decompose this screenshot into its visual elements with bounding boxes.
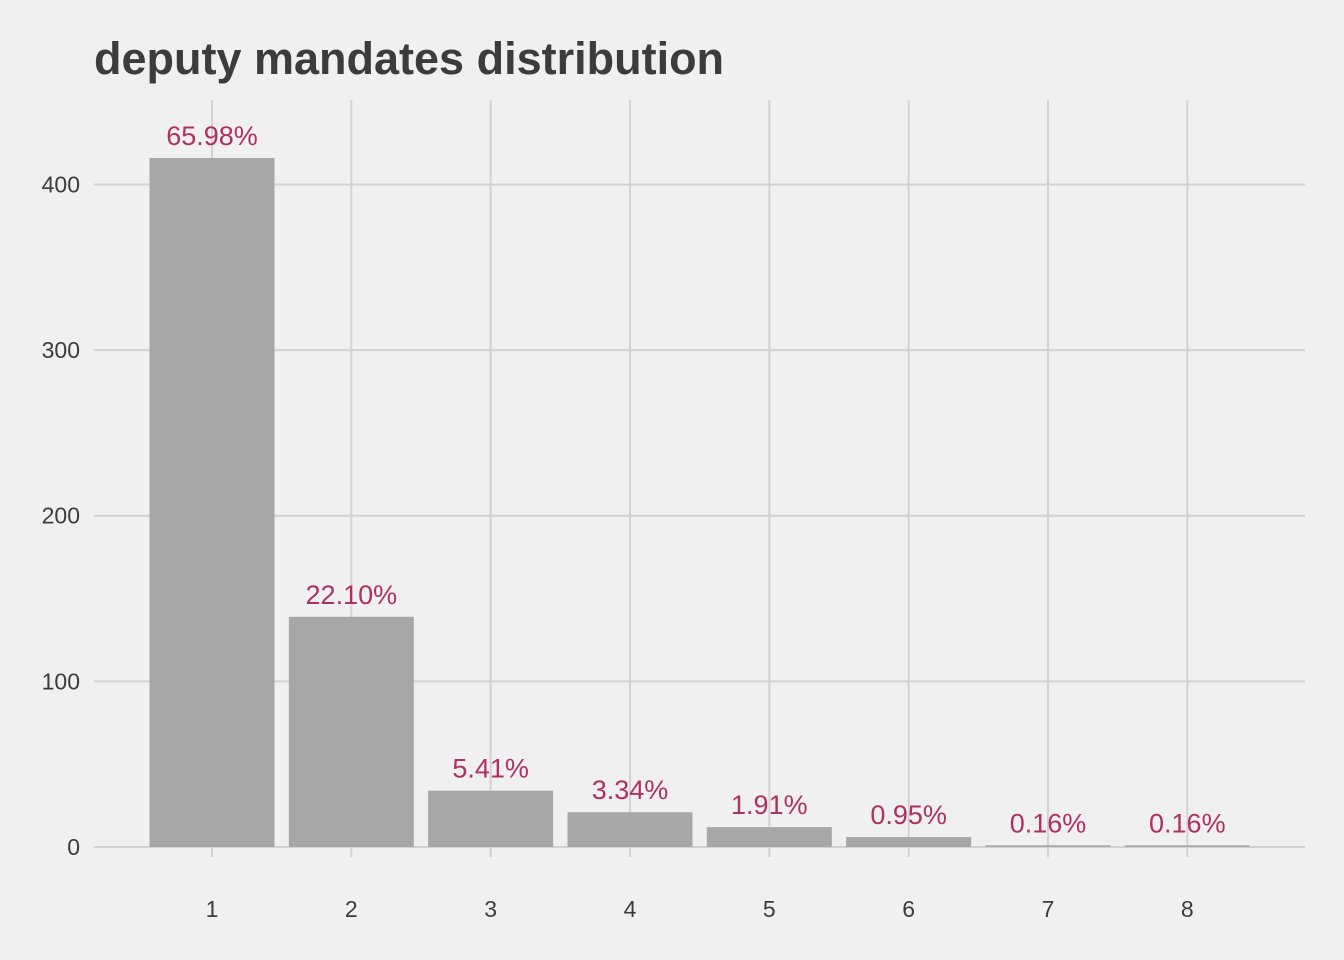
y-tick-label: 200 [42, 503, 80, 529]
bar-3 [428, 790, 554, 847]
x-tick-label: 7 [1042, 896, 1055, 922]
bar-5 [706, 827, 832, 847]
bar-2 [288, 616, 414, 847]
y-tick-label: 0 [67, 834, 80, 860]
data-label-2: 22.10% [306, 580, 398, 610]
y-axis-ticks: 0 100 200 300 400 [42, 171, 80, 860]
bar-6 [846, 837, 972, 847]
bar-4 [567, 812, 693, 847]
x-tick-label: 6 [902, 896, 915, 922]
bar-8 [1124, 845, 1250, 847]
x-tick-label: 3 [484, 896, 497, 922]
bar-1 [149, 157, 275, 848]
data-label-5: 1.91% [731, 790, 808, 820]
data-label-3: 5.41% [452, 754, 529, 784]
bars [149, 157, 1250, 848]
data-label-4: 3.34% [592, 775, 669, 805]
data-label-1: 65.98% [166, 121, 258, 151]
data-label-7: 0.16% [1010, 808, 1087, 838]
data-labels: 65.98% 22.10% 5.41% 3.34% 1.91% 0.95% 0.16% 0.1… [166, 121, 1225, 838]
x-axis-ticks: 1 2 3 4 5 6 7 8 [206, 847, 1194, 922]
x-tick-label: 2 [345, 896, 358, 922]
data-label-6: 0.95% [870, 800, 947, 830]
y-tick-label: 300 [42, 337, 80, 363]
x-tick-label: 1 [206, 896, 219, 922]
y-tick-label: 400 [42, 171, 80, 197]
x-tick-label: 5 [763, 896, 776, 922]
y-tick-label: 100 [42, 668, 80, 694]
x-tick-label: 8 [1181, 896, 1194, 922]
chart-title: deputy mandates distribution [94, 33, 724, 84]
data-label-8: 0.16% [1149, 808, 1226, 838]
x-tick-label: 4 [624, 896, 637, 922]
bar-7 [985, 845, 1111, 847]
grid [94, 100, 1305, 848]
